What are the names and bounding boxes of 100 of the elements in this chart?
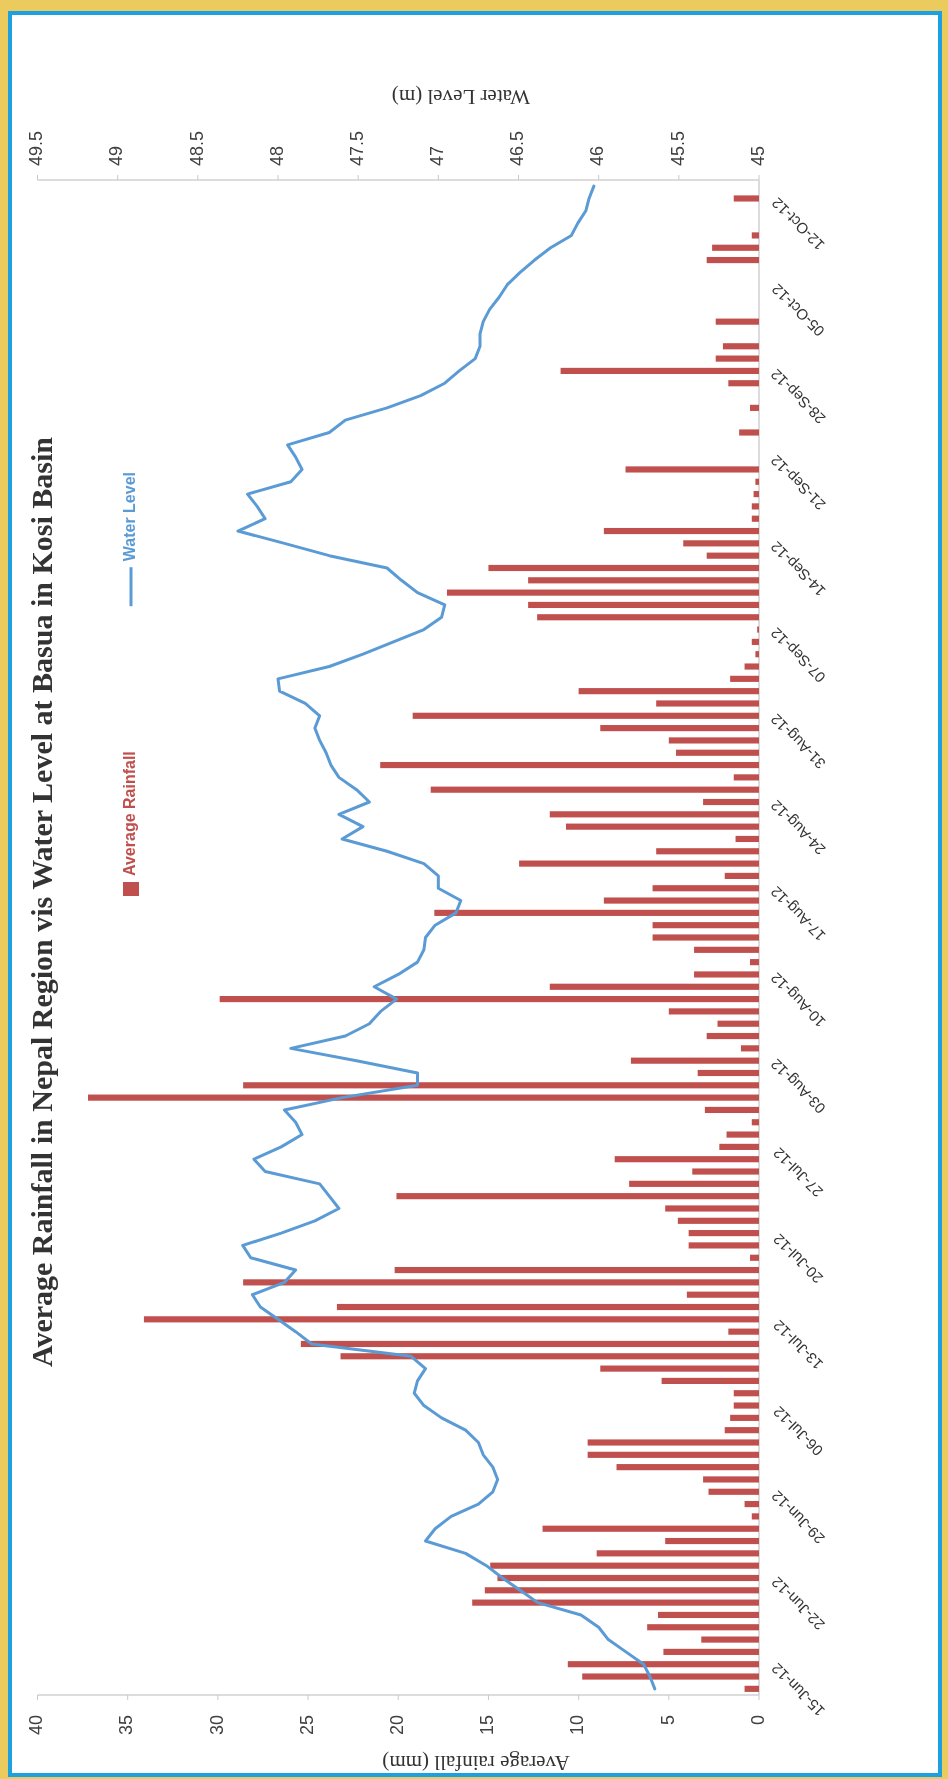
bar — [566, 823, 759, 830]
bar — [614, 1156, 759, 1163]
bar — [652, 922, 759, 929]
bar — [694, 971, 759, 978]
bar — [753, 491, 759, 498]
bar — [629, 1180, 759, 1187]
x2-tick-label: 46 — [587, 145, 608, 166]
bar — [663, 1648, 759, 1655]
bar — [578, 688, 759, 695]
bar — [560, 367, 759, 374]
bar — [733, 774, 759, 781]
bar — [300, 1340, 759, 1348]
bar — [380, 761, 759, 769]
bar — [603, 897, 759, 904]
x-axis-title: Average rainfall (mm) — [382, 1751, 570, 1776]
bar — [744, 663, 759, 670]
bar — [652, 934, 759, 941]
bar — [542, 1525, 759, 1532]
x-tick-label: 30 — [206, 1715, 227, 1736]
x-tick-label: 15 — [477, 1715, 498, 1736]
x-tick-label: 35 — [116, 1715, 137, 1736]
bar — [751, 638, 759, 645]
bar — [726, 1131, 759, 1138]
bar — [668, 1008, 759, 1015]
bar — [708, 1488, 759, 1495]
bar — [587, 1451, 759, 1458]
bar — [647, 1624, 759, 1631]
bar — [706, 1032, 759, 1040]
bar — [587, 1439, 759, 1446]
x-tick-label: 5 — [657, 1715, 678, 1726]
bar — [412, 712, 759, 719]
bar — [722, 343, 759, 350]
bar — [528, 601, 759, 609]
bar — [394, 1266, 759, 1274]
bar — [600, 725, 759, 732]
bar — [728, 380, 759, 387]
bar — [751, 1119, 759, 1126]
x-tick-label: 20 — [387, 1715, 407, 1736]
bar — [749, 959, 759, 966]
bar — [657, 1611, 759, 1619]
bar — [733, 195, 759, 202]
x2-tick-label: 46.5 — [507, 130, 528, 166]
bar — [701, 1636, 759, 1643]
bar — [697, 1069, 759, 1077]
bar — [694, 946, 759, 953]
x2-tick-label: 47.5 — [346, 130, 367, 166]
bar — [751, 1513, 759, 1520]
bar — [336, 1303, 759, 1311]
x2-axis-title: Water Level (m) — [391, 85, 531, 110]
bar — [751, 503, 759, 510]
bar — [715, 355, 759, 362]
bar — [243, 1082, 759, 1089]
bar — [703, 1476, 759, 1483]
bar — [751, 232, 759, 239]
bar — [740, 1045, 759, 1052]
bar — [686, 1291, 759, 1298]
bar — [688, 1230, 759, 1237]
bar — [396, 1193, 759, 1200]
bar — [744, 1685, 759, 1692]
bar — [625, 466, 759, 473]
bar — [484, 1587, 759, 1594]
bar — [735, 835, 759, 843]
bar — [751, 515, 759, 522]
bar — [567, 1661, 759, 1668]
bar — [676, 749, 759, 756]
x-tick-label: 40 — [26, 1715, 47, 1736]
bar — [739, 429, 759, 436]
bar — [430, 786, 759, 793]
bar — [688, 1242, 759, 1249]
bar — [596, 1550, 759, 1557]
bar — [528, 577, 759, 584]
bar — [88, 1094, 759, 1101]
bar — [434, 909, 759, 916]
bar — [143, 1316, 759, 1323]
x2-tick-label: 45.5 — [667, 130, 688, 166]
bar — [549, 811, 759, 818]
bar — [706, 552, 759, 559]
bar — [661, 1377, 759, 1384]
bar — [519, 860, 759, 867]
bar — [603, 527, 759, 535]
bar — [656, 700, 759, 707]
bar — [749, 1254, 759, 1261]
bar — [755, 651, 759, 658]
bar — [712, 244, 759, 251]
x2-tick-label: 45 — [747, 145, 768, 166]
x2-tick-label: 49.5 — [26, 130, 47, 166]
bar — [490, 1562, 759, 1569]
bar — [243, 1279, 759, 1286]
bar — [749, 404, 759, 411]
bar — [677, 1217, 759, 1224]
bar — [719, 1143, 759, 1150]
bar — [706, 256, 759, 264]
bar — [715, 318, 759, 325]
bar — [446, 589, 759, 596]
x-tick-label: 10 — [567, 1715, 588, 1736]
bar — [703, 798, 759, 806]
x-tick-label: 0 — [747, 1715, 768, 1726]
bar — [488, 564, 759, 572]
x2-tick-label: 48.5 — [186, 130, 207, 166]
x-tick-label: 25 — [296, 1715, 317, 1736]
